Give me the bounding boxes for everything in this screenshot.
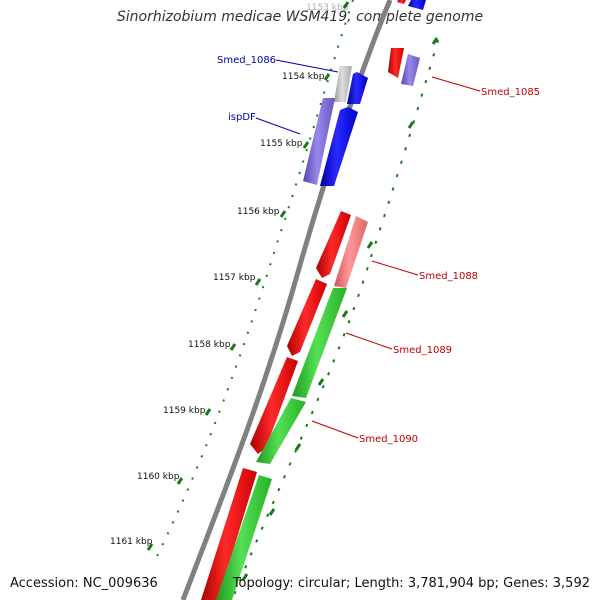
tick-label: 1153 kbp bbox=[306, 3, 349, 13]
gene-label-smed-1089[interactable]: Smed_1089 bbox=[393, 345, 452, 356]
map-title: Sinorhizobium medicae WSM419, complete g… bbox=[116, 9, 484, 25]
gene-smed-1090[interactable] bbox=[256, 398, 306, 464]
gene-blue-large[interactable] bbox=[320, 107, 358, 186]
tick-label: 1159 kbp bbox=[163, 406, 206, 416]
gene-label-smed-1085[interactable]: Smed_1085 bbox=[481, 87, 540, 98]
gene-smed-1088[interactable] bbox=[334, 216, 368, 288]
genes-label: Genes: bbox=[503, 576, 549, 591]
gene-red-1090a[interactable] bbox=[250, 357, 298, 454]
length-value: 3,781,904 bp bbox=[407, 576, 495, 591]
leader-lines bbox=[255, 59, 481, 439]
tick-label: 1156 kbp bbox=[237, 207, 280, 217]
gene-label-smed-1086[interactable]: Smed_1086 bbox=[217, 55, 276, 66]
genes-value: 3,592 bbox=[552, 576, 590, 591]
accession-label: Accession: bbox=[10, 576, 79, 591]
tick-label: 1161 kbp bbox=[110, 537, 153, 547]
gene-labels: Smed_1086 ispDF Smed_1085 Smed_1088 Smed… bbox=[217, 55, 540, 445]
tick-label: 1154 kbp bbox=[282, 72, 325, 82]
reverse-genes[interactable] bbox=[303, 0, 426, 186]
genome-stats: Topology: circular; Length: 3,781,904 bp… bbox=[232, 576, 590, 591]
gene-smed-1089[interactable] bbox=[292, 288, 347, 398]
forward-genes[interactable] bbox=[201, 48, 420, 600]
gene-smed-1085-red[interactable] bbox=[388, 48, 404, 78]
tick-label: 1157 kbp bbox=[213, 273, 256, 283]
gene-green-1091[interactable] bbox=[216, 475, 272, 600]
gene-red-1088b[interactable] bbox=[287, 279, 327, 356]
gene-ispdf[interactable] bbox=[303, 98, 335, 185]
gene-blue-small[interactable] bbox=[347, 72, 368, 104]
gene-blue-top[interactable] bbox=[408, 0, 426, 10]
tick-labels: 1153 kbp 1154 kbp 1155 kbp 1156 kbp 1157… bbox=[110, 3, 349, 547]
topology-label: Topology: bbox=[232, 576, 294, 591]
tick-label: 1158 kbp bbox=[188, 340, 231, 350]
gene-red-1087[interactable] bbox=[316, 211, 351, 278]
tick-label: 1160 kbp bbox=[137, 472, 180, 482]
accession-value: NC_009636 bbox=[82, 576, 158, 591]
length-label: Length: bbox=[354, 576, 404, 591]
gene-red-top[interactable] bbox=[397, 0, 406, 4]
gene-label-smed-1088[interactable]: Smed_1088 bbox=[419, 271, 478, 282]
gene-label-smed-1090[interactable]: Smed_1090 bbox=[359, 434, 418, 445]
gene-smed-1086[interactable] bbox=[334, 66, 352, 102]
gene-label-ispdf[interactable]: ispDF bbox=[228, 112, 256, 123]
major-ticks bbox=[146, 1, 439, 581]
topology-value: circular bbox=[297, 576, 346, 591]
tick-label: 1155 kbp bbox=[260, 139, 303, 149]
accession-info: Accession: NC_009636 bbox=[10, 576, 158, 591]
genome-backbone bbox=[180, 0, 393, 600]
gene-red-1091[interactable] bbox=[201, 468, 257, 600]
gene-smed-1085-lilac[interactable] bbox=[401, 54, 420, 86]
